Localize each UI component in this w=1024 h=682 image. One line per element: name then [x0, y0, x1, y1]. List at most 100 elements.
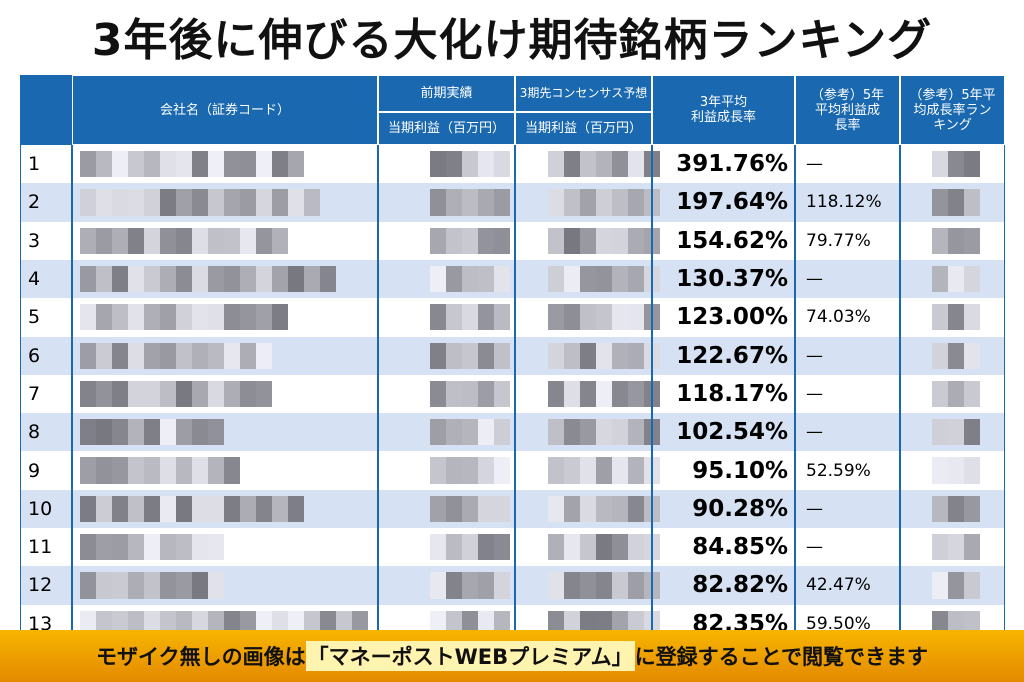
- mosaic: [80, 380, 96, 408]
- mosaic: [564, 304, 580, 331]
- mosaic: [612, 380, 628, 408]
- growth3-cell: 95.10%: [692, 457, 788, 484]
- rank-cell: 2: [28, 191, 41, 214]
- mosaic: [948, 380, 964, 408]
- mosaic: [596, 495, 612, 522]
- mosaic: [80, 189, 96, 216]
- mosaic: [224, 495, 240, 522]
- mosaic: [224, 151, 240, 178]
- mosaic: [112, 151, 128, 178]
- mosaic: [240, 304, 256, 331]
- mosaic: [446, 189, 462, 216]
- mosaic: [176, 534, 192, 561]
- mosaic: [548, 495, 564, 522]
- mosaic: [580, 495, 596, 522]
- mosaic: [144, 380, 160, 408]
- rank-cell: 13: [28, 612, 53, 635]
- mosaic: [628, 189, 644, 216]
- rank-cell: 5: [28, 306, 41, 329]
- mosaic: [446, 151, 462, 178]
- growth5-cell: —: [806, 537, 823, 558]
- mosaic: [596, 457, 612, 484]
- mosaic: [192, 457, 208, 484]
- column-border: [377, 145, 379, 630]
- mosaic: [596, 534, 612, 561]
- mosaic: [256, 380, 272, 408]
- mosaic: [112, 342, 128, 369]
- mosaic: [964, 572, 980, 599]
- mosaic: [128, 495, 144, 522]
- mosaic: [964, 457, 980, 484]
- header-blank: [20, 75, 72, 145]
- mosaic: [430, 380, 446, 408]
- mosaic: [478, 572, 494, 599]
- mosaic: [96, 495, 112, 522]
- mosaic: [240, 342, 256, 369]
- mosaic: [478, 304, 494, 331]
- growth3-cell: 154.62%: [676, 227, 788, 254]
- mosaic: [964, 419, 980, 446]
- mosaic: [580, 342, 596, 369]
- growth5-cell: —: [806, 383, 823, 404]
- mosaic: [446, 495, 462, 522]
- growth5-cell: 59.50%: [806, 613, 871, 634]
- mosaic: [494, 457, 510, 484]
- mosaic: [192, 189, 208, 216]
- mosaic: [128, 457, 144, 484]
- mosaic: [224, 265, 240, 293]
- mosaic: [96, 265, 112, 293]
- mosaic: [462, 457, 478, 484]
- mosaic: [948, 419, 964, 446]
- mosaic: [564, 151, 580, 178]
- mosaic: [430, 495, 446, 522]
- mosaic: [948, 457, 964, 484]
- growth5-cell: 79.77%: [806, 230, 871, 251]
- mosaic: [144, 304, 160, 331]
- growth5-cell: 74.03%: [806, 307, 871, 328]
- banner-highlight: 「マネーポストWEBプレミアム」: [305, 641, 635, 671]
- mosaic: [462, 189, 478, 216]
- mosaic: [192, 342, 208, 369]
- mosaic: [176, 151, 192, 178]
- growth3-cell: 391.76%: [676, 151, 788, 178]
- header-prev-group: 前期実績: [379, 76, 514, 111]
- mosaic: [494, 534, 510, 561]
- title: 3年後に伸びる大化け期待銘柄ランキング: [91, 15, 933, 66]
- mosaic: [112, 227, 128, 254]
- growth5-cell: 42.47%: [806, 575, 871, 596]
- mosaic: [192, 572, 208, 599]
- mosaic: [932, 495, 948, 522]
- mosaic: [446, 457, 462, 484]
- rank-cell: 8: [28, 421, 41, 444]
- mosaic: [494, 572, 510, 599]
- mosaic: [176, 572, 192, 599]
- mosaic: [128, 227, 144, 254]
- mosaic: [160, 495, 176, 522]
- mosaic: [208, 495, 224, 522]
- mosaic: [564, 265, 580, 293]
- mosaic: [596, 572, 612, 599]
- mosaic: [288, 495, 304, 522]
- mosaic: [128, 265, 144, 293]
- mosaic: [628, 495, 644, 522]
- mosaic: [430, 189, 446, 216]
- header-cons-group: 3期先コンセンサス予想: [516, 76, 651, 111]
- mosaic: [272, 227, 288, 254]
- mosaic: [272, 304, 288, 331]
- header-growth5: （参考）5年 平均利益成 長率: [796, 76, 899, 144]
- mosaic: [288, 151, 304, 178]
- mosaic: [208, 457, 224, 484]
- mosaic: [548, 457, 564, 484]
- mosaic: [948, 227, 964, 254]
- mosaic: [430, 304, 446, 331]
- mosaic: [564, 495, 580, 522]
- mosaic: [596, 342, 612, 369]
- growth3-cell: 123.00%: [676, 304, 788, 331]
- mosaic: [112, 265, 128, 293]
- mosaic: [580, 419, 596, 446]
- mosaic: [478, 227, 494, 254]
- mosaic: [564, 419, 580, 446]
- mosaic: [192, 227, 208, 254]
- mosaic: [160, 227, 176, 254]
- mosaic: [112, 380, 128, 408]
